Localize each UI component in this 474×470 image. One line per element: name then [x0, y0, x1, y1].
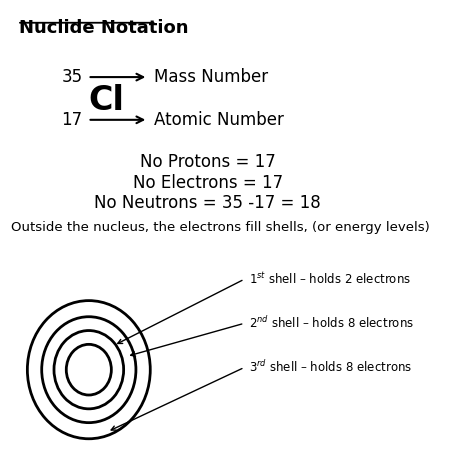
Text: 3$^{rd}$ shell – holds 8 electrons: 3$^{rd}$ shell – holds 8 electrons — [248, 360, 412, 376]
Text: No Protons = 17: No Protons = 17 — [140, 153, 275, 171]
Text: Cl: Cl — [89, 84, 125, 117]
Text: 35: 35 — [62, 68, 82, 86]
Text: 17: 17 — [62, 111, 82, 129]
Text: Mass Number: Mass Number — [155, 68, 268, 86]
Ellipse shape — [66, 345, 111, 395]
Text: 2$^{nd}$ shell – holds 8 electrons: 2$^{nd}$ shell – holds 8 electrons — [248, 315, 414, 331]
Text: Atomic Number: Atomic Number — [155, 111, 284, 129]
Text: 1$^{st}$ shell – holds 2 electrons: 1$^{st}$ shell – holds 2 electrons — [248, 271, 410, 287]
Text: No Electrons = 17: No Electrons = 17 — [133, 173, 283, 191]
Text: No Neutrons = 35 -17 = 18: No Neutrons = 35 -17 = 18 — [94, 195, 321, 212]
Text: Outside the nucleus, the electrons fill shells, (or energy levels): Outside the nucleus, the electrons fill … — [11, 221, 430, 234]
Text: Nuclide Notation: Nuclide Notation — [19, 19, 189, 37]
